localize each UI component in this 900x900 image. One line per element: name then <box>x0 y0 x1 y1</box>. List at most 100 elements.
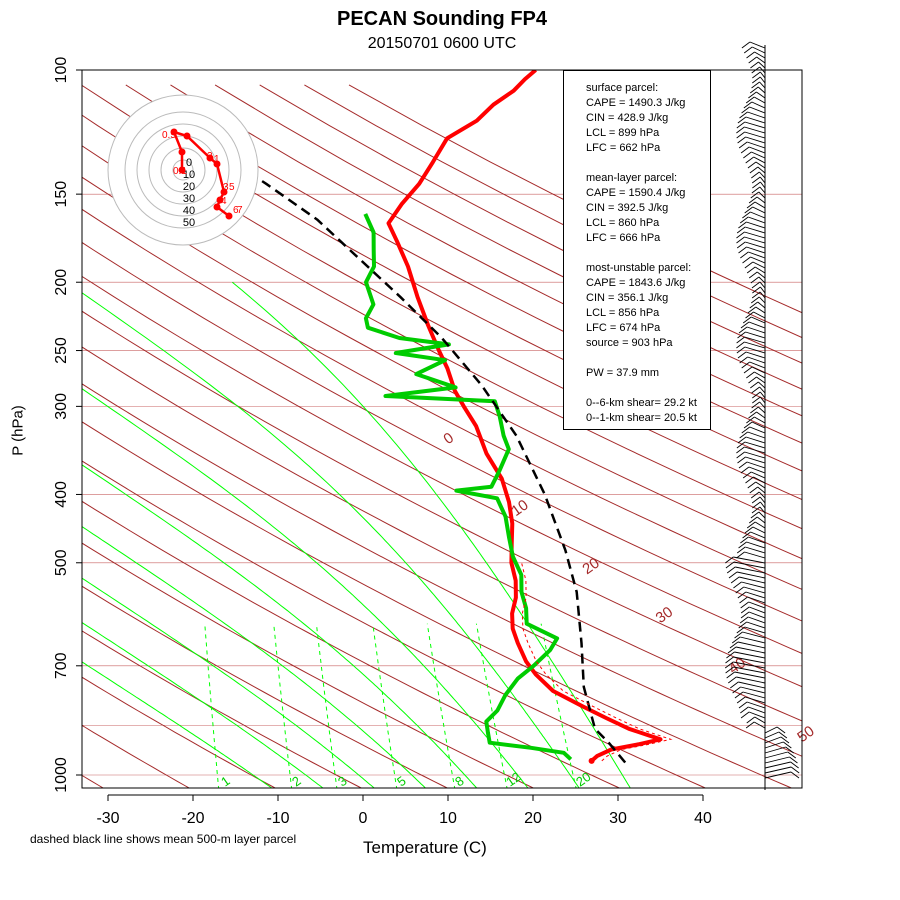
wind-barb <box>751 316 766 324</box>
wind-barb-flag <box>736 346 746 354</box>
wind-barb <box>759 391 766 399</box>
page-subtitle: 20150701 0600 UTC <box>367 35 517 52</box>
wind-barb-flag <box>737 331 746 339</box>
wind-barb <box>758 491 766 499</box>
isotherm-label: 40 <box>726 654 749 677</box>
wind-barb-flag <box>725 666 734 674</box>
wind-barb <box>746 221 766 229</box>
wind-barb <box>750 211 766 219</box>
wind-barb-flag <box>751 176 761 184</box>
wind-barb <box>756 196 766 204</box>
wind-barb-flag <box>737 136 746 144</box>
hodograph-ring-inner <box>124 111 242 229</box>
wind-barb-flag <box>751 386 760 394</box>
wind-barb-flag <box>749 166 759 174</box>
wind-barb-flag <box>738 221 747 229</box>
wind-barb-flag <box>736 441 746 449</box>
hodograph-point-label: 0.5 <box>162 130 176 141</box>
wind-barb <box>748 216 766 224</box>
wind-barb <box>764 731 780 739</box>
wind-barb-flag <box>751 291 761 299</box>
wind-barb <box>755 481 766 489</box>
wind-barb-flag <box>736 236 745 244</box>
wind-barb <box>754 51 766 59</box>
y-tick-label: 500 <box>53 549 70 576</box>
x-tick-label: -30 <box>96 810 119 827</box>
wind-barb <box>751 366 766 374</box>
wind-barb-flag <box>749 86 759 94</box>
info-line: CIN = 428.9 J/kg <box>586 112 669 124</box>
wind-barb-flag <box>742 256 751 264</box>
info-line: CIN = 356.1 J/kg <box>586 292 669 304</box>
wind-barb-flag <box>725 656 734 664</box>
wind-barb-flag <box>789 756 798 764</box>
mixing-ratio-label: 1 <box>218 773 233 789</box>
wind-barb <box>753 311 766 319</box>
wind-barb-flag <box>750 61 759 69</box>
wind-barb <box>749 41 766 49</box>
wind-barb <box>745 436 766 444</box>
wind-barb-flag <box>780 736 790 744</box>
wind-barb-flag <box>736 131 745 139</box>
wind-barb-flag <box>730 681 739 689</box>
wind-barb <box>760 181 766 189</box>
wind-barb-flag <box>736 231 745 239</box>
wind-barb-flag <box>751 186 761 194</box>
wind-barb-flag <box>747 161 757 169</box>
wind-barb-flag <box>750 381 759 389</box>
wind-barb <box>752 526 766 534</box>
mixing-ratio-line <box>273 623 293 788</box>
wind-barb <box>756 91 766 99</box>
wind-barb-flag <box>738 461 748 469</box>
wind-barb <box>744 446 766 454</box>
wind-barb <box>734 651 766 659</box>
wind-barb <box>758 406 766 414</box>
wind-barb <box>753 721 766 729</box>
wind-barb-flag <box>737 591 747 599</box>
wind-barb <box>759 401 766 409</box>
wind-barb <box>746 326 766 334</box>
wind-barb <box>754 201 766 209</box>
wind-barb <box>744 336 766 344</box>
wind-barb-flag <box>746 51 755 59</box>
hodograph-ring-inner <box>136 123 230 217</box>
mixing-ratio-line <box>372 623 398 788</box>
wind-barb <box>759 291 766 299</box>
wind-barb <box>746 541 766 549</box>
wind-barb-flag <box>733 581 742 589</box>
wind-barb <box>764 756 790 764</box>
wind-barb-flag <box>736 626 746 634</box>
wind-barb-flag <box>736 546 746 554</box>
wind-barb <box>747 431 766 439</box>
wind-barb <box>744 126 766 134</box>
wind-barb-flag <box>752 286 761 294</box>
wind-barb-flag <box>739 356 748 364</box>
wind-barb <box>752 261 766 269</box>
wind-barb <box>744 696 766 704</box>
wind-barb-flag <box>738 621 747 629</box>
wind-barb-flag <box>751 81 760 89</box>
hodograph-point-label: 5 <box>229 182 235 193</box>
wind-barb-flag <box>732 686 741 694</box>
wind-barb-flag <box>738 326 748 334</box>
wind-barb-flag <box>739 431 748 439</box>
wind-barb <box>737 641 766 649</box>
wind-barb-flag <box>742 531 751 539</box>
wind-barb-flag <box>752 71 761 79</box>
wind-barb-flag <box>744 206 753 214</box>
wind-barb <box>760 501 766 509</box>
hodograph-point-label: 1 <box>214 154 220 165</box>
info-line: CAPE = 1490.3 J/kg <box>586 97 686 109</box>
wind-barb-flag <box>750 406 759 414</box>
x-tick-label: 0 <box>359 810 368 827</box>
wind-barb <box>746 141 766 149</box>
wind-barb <box>758 61 766 69</box>
wind-barb <box>733 656 766 664</box>
hodograph-point <box>225 212 233 220</box>
wind-barb <box>759 506 766 514</box>
wind-barb-flag <box>746 371 755 379</box>
wind-barb <box>742 691 766 699</box>
wind-barb <box>759 176 766 184</box>
wind-barb <box>745 116 766 124</box>
wind-barb-flag <box>752 76 761 84</box>
